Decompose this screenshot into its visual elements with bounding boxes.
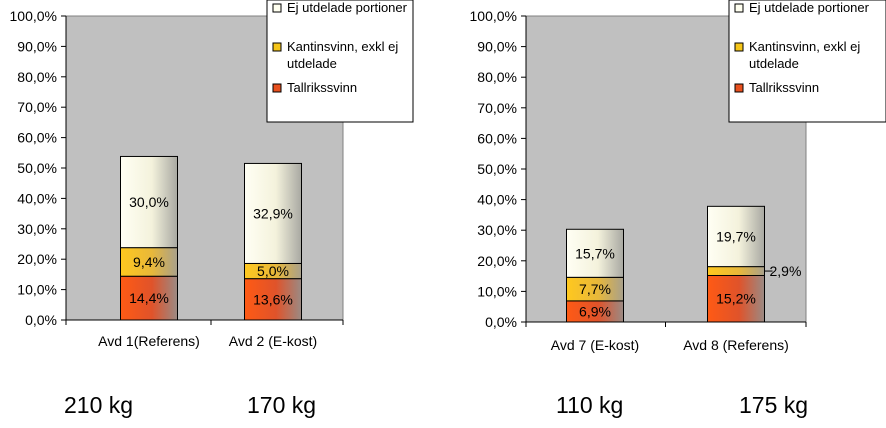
category-label: Avd 8 (Referens) <box>683 337 789 353</box>
legend-swatch <box>734 42 744 52</box>
y-tick-label: 100,0% <box>470 8 517 24</box>
legend-swatch <box>272 42 282 52</box>
y-tick-label: 40,0% <box>17 190 57 206</box>
category-label: Avd 1(Referens) <box>98 333 200 349</box>
bar-segment-kantinsvinn <box>707 266 765 276</box>
legend-label: utdelade <box>287 56 337 71</box>
legend-label: Kantinsvinn, exkl ej <box>749 39 860 54</box>
bar-segment-tallrikssvinn <box>120 275 178 321</box>
weight-label-avd2: 170 kg <box>247 392 317 418</box>
weight-label-avd1: 210 kg <box>64 392 134 418</box>
y-tick-label: 20,0% <box>17 251 57 267</box>
y-tick-label: 80,0% <box>477 69 517 85</box>
y-tick-label: 0,0% <box>25 312 57 328</box>
y-tick-label: 60,0% <box>477 130 517 146</box>
bar-segment-ej-utdelade <box>120 155 178 249</box>
data-label: 15,2% <box>716 291 756 307</box>
y-tick-label: 0,0% <box>485 314 517 330</box>
data-label: 19,7% <box>716 228 756 244</box>
data-label: 30,0% <box>129 194 169 210</box>
y-tick-label: 70,0% <box>477 100 517 116</box>
y-tick-label: 30,0% <box>477 222 517 238</box>
data-label: 6,9% <box>579 303 611 319</box>
data-label: 5,0% <box>257 263 289 279</box>
legend-label: Ej utdelade portioner <box>287 0 408 15</box>
legend-swatch <box>272 3 282 13</box>
bar-segment-tallrikssvinn <box>244 278 302 321</box>
y-tick-label: 20,0% <box>477 253 517 269</box>
y-tick-label: 100,0% <box>10 8 57 24</box>
legend-swatch <box>272 83 282 93</box>
data-label: 32,9% <box>253 205 293 221</box>
bar-segment-ej-utdelade <box>244 162 302 264</box>
data-label: 13,6% <box>253 291 293 307</box>
y-tick-label: 90,0% <box>17 38 57 54</box>
y-tick-label: 30,0% <box>17 221 57 237</box>
category-label: Avd 7 (E-kost) <box>551 337 639 353</box>
legend-label: utdelade <box>749 56 799 71</box>
bar-segment-ej-utdelade <box>566 228 624 278</box>
legend-box-0 <box>266 0 414 123</box>
legend-label: Ej utdelade portioner <box>749 0 870 15</box>
y-tick-label: 60,0% <box>17 130 57 146</box>
weight-label-avd8: 175 kg <box>739 392 809 418</box>
weight-label-avd7: 110 kg <box>556 392 624 418</box>
category-label: Avd 2 (E-kost) <box>229 333 317 349</box>
y-tick-label: 50,0% <box>477 161 517 177</box>
data-label: 14,4% <box>129 290 169 306</box>
y-tick-label: 80,0% <box>17 69 57 85</box>
y-tick-label: 90,0% <box>477 39 517 55</box>
y-tick-label: 40,0% <box>477 192 517 208</box>
bar-segment-kantinsvinn <box>120 247 178 277</box>
bar-segment-ej-utdelade <box>707 205 765 268</box>
data-label: 2,9% <box>770 263 802 279</box>
legend-label: Tallrikssvinn <box>287 80 357 95</box>
y-tick-label: 70,0% <box>17 99 57 115</box>
y-tick-label: 50,0% <box>17 160 57 176</box>
data-label: 9,4% <box>133 254 165 270</box>
y-tick-label: 10,0% <box>17 282 57 298</box>
legend-label: Kantinsvinn, exkl ej <box>287 39 398 54</box>
data-label: 7,7% <box>579 281 611 297</box>
data-label: 15,7% <box>575 245 615 261</box>
y-tick-label: 10,0% <box>477 283 517 299</box>
legend-swatch <box>734 83 744 93</box>
legend-swatch <box>734 3 744 13</box>
legend-box-1 <box>728 0 886 123</box>
legend-label: Tallrikssvinn <box>749 80 819 95</box>
